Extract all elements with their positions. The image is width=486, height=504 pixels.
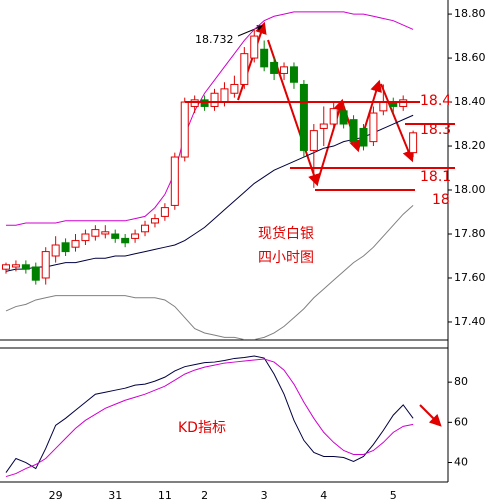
annotation: 四小时图 bbox=[258, 250, 314, 266]
candle-body bbox=[170, 156, 179, 206]
candle-body bbox=[289, 66, 298, 83]
y-tick-label: 18.00 bbox=[454, 183, 486, 196]
candle-body bbox=[121, 237, 130, 244]
y-tick-label: 18.20 bbox=[454, 139, 486, 152]
y-tick-label: 17.80 bbox=[454, 227, 486, 240]
line-series bbox=[5, 205, 414, 341]
line-series bbox=[6, 11, 414, 226]
line-series bbox=[5, 355, 414, 473]
candle-body bbox=[359, 127, 368, 147]
candle-body bbox=[409, 132, 418, 154]
candle-body bbox=[210, 92, 219, 107]
candle-body bbox=[2, 264, 10, 270]
candle-body bbox=[11, 264, 20, 268]
x-tick-label: 5 bbox=[390, 489, 397, 502]
annotation: KD指标 bbox=[178, 420, 226, 436]
candle-body bbox=[309, 130, 318, 151]
x-tick-label: 11 bbox=[158, 489, 172, 502]
high-label: 18.732 bbox=[195, 33, 234, 46]
x-tick-label: 2 bbox=[201, 489, 208, 502]
y-tick-label: 17.40 bbox=[454, 315, 486, 328]
candle-body bbox=[329, 108, 338, 125]
x-tick-label: 29 bbox=[49, 489, 63, 502]
candle-body bbox=[91, 229, 100, 237]
y-tick-label: 40 bbox=[454, 456, 468, 469]
y-tick-label: 17.60 bbox=[454, 271, 486, 284]
candle-body bbox=[71, 240, 80, 248]
candle-body bbox=[31, 266, 40, 281]
candle-body bbox=[150, 218, 159, 224]
candle-body bbox=[81, 233, 90, 242]
line-series bbox=[5, 114, 414, 272]
candle-body bbox=[270, 61, 279, 74]
candle-body bbox=[141, 224, 150, 233]
candle-body bbox=[399, 99, 408, 107]
candle-body bbox=[180, 101, 189, 158]
candle-body bbox=[190, 99, 199, 107]
candle-body bbox=[160, 207, 169, 217]
y-tick-label: 18.40 bbox=[454, 95, 486, 108]
x-tick-label: 4 bbox=[320, 489, 327, 502]
candle-body bbox=[51, 244, 60, 257]
candle-body bbox=[240, 53, 249, 85]
candle-body bbox=[280, 66, 289, 74]
candle-body bbox=[230, 83, 239, 94]
y-tick-label: 60 bbox=[454, 415, 468, 428]
candle-body bbox=[299, 83, 308, 151]
level-label: 18.1 bbox=[420, 169, 451, 185]
candle-body bbox=[260, 48, 269, 68]
candle-body bbox=[41, 251, 50, 279]
candle-body bbox=[131, 233, 140, 239]
annotation: 现货白银 bbox=[258, 225, 314, 242]
candle-body bbox=[250, 35, 259, 59]
candle-body bbox=[369, 112, 378, 143]
y-tick-label: 18.60 bbox=[454, 51, 486, 64]
x-tick-label: 3 bbox=[261, 489, 268, 502]
level-label: 18.3 bbox=[420, 122, 451, 138]
candle-body bbox=[200, 99, 209, 107]
candle-body bbox=[339, 110, 348, 125]
level-label: 18 bbox=[432, 192, 450, 208]
candle-body bbox=[349, 119, 358, 143]
candle-body bbox=[220, 88, 229, 103]
candle-body bbox=[61, 242, 70, 253]
line-series bbox=[5, 358, 414, 478]
candle-body bbox=[379, 101, 388, 112]
candle-body bbox=[319, 123, 328, 129]
y-tick-label: 80 bbox=[454, 375, 468, 388]
y-tick-label: 18.80 bbox=[454, 7, 486, 20]
high-pointer bbox=[237, 25, 264, 37]
level-label: 18.4 bbox=[420, 93, 451, 109]
candle-body bbox=[111, 233, 120, 239]
candle-body bbox=[101, 231, 110, 235]
candle-body bbox=[21, 264, 30, 270]
x-tick-label: 31 bbox=[108, 489, 122, 502]
